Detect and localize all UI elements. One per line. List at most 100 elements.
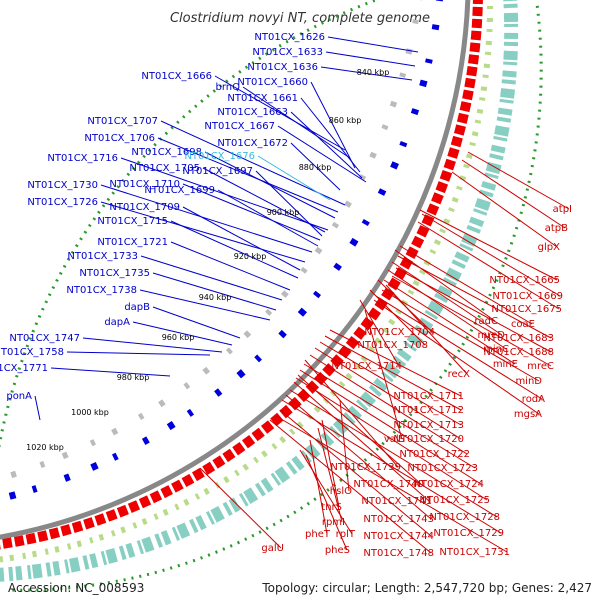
leader-nt01cx-1710 <box>182 183 321 241</box>
reverse-gene-label-vals: valS <box>384 434 405 445</box>
forward-gene-label-nt01cx-1676: NT01CX_1676 <box>184 151 255 162</box>
reverse-gene-label-nt01cx-1675: NT01CX_1675 <box>491 304 562 315</box>
leader-dapb <box>152 306 241 339</box>
leader-nt01cx-1771 <box>50 367 171 377</box>
leader-nt01cx-1728 <box>289 389 498 518</box>
reverse-gene-label-coae: coaE <box>511 319 535 330</box>
reverse-gene-label-nt01cx-1743: NT01CX_1743 <box>363 514 434 525</box>
leader-nt01cx-1714 <box>359 299 400 367</box>
forward-gene-label-nt01cx-1666: NT01CX_1666 <box>141 71 212 82</box>
leader-nt01cx-1665 <box>419 209 558 281</box>
leader-nt01cx-1730 <box>100 184 313 253</box>
leader-thrs <box>321 419 340 508</box>
reverse-gene-label-nt01cx-1688: NT01CX_1688 <box>483 347 554 358</box>
reverse-gene-label-rplt: rplT <box>336 529 356 540</box>
reverse-gene-label-nt01cx-1731: NT01CX_1731 <box>439 547 510 558</box>
forward-gene-label-nt01cx-1706: NT01CX_1706 <box>84 133 155 144</box>
scale-ticks: 840 kbp 860 kbp 880 kbp 900 kbp 920 kbp 940 k… <box>26 68 389 452</box>
leader-nt01cx-1725 <box>295 377 488 501</box>
reverse-gene-label-mine: minE <box>493 359 518 370</box>
tick-label-920-kbp: 920 kbp <box>234 252 267 261</box>
forward-gene-label-nt01cx-1667: NT01CX_1667 <box>204 121 275 132</box>
reverse-gene-label-nt01cx-1728: NT01CX_1728 <box>429 512 500 523</box>
leader-nt01cx-1747 <box>82 337 223 353</box>
leader-nt01cx-1712 <box>324 335 462 411</box>
leader-nt01cx-1741 <box>293 381 430 502</box>
leader-nt01cx-1666 <box>214 75 346 151</box>
leader-nt01cx-1748 <box>269 419 432 554</box>
reverse-gene-label-nt01cx-1665: NT01CX_1665 <box>489 275 560 286</box>
reverse-gene-label-mrec: mreC <box>527 361 554 372</box>
forward-gene-label-nt01cx-1707: NT01CX_1707 <box>87 116 158 127</box>
tick-label-940-kbp: 940 kbp <box>199 293 232 302</box>
forward-gene-label-nt01cx-1747: NT01CX_1747 <box>9 333 80 344</box>
reverse-gene-label-nt01cx-1729: NT01CX_1729 <box>433 528 504 539</box>
genome-backbone <box>0 0 471 540</box>
leader-nt01cx-1660 <box>310 81 356 169</box>
leader-nt01cx-1722 <box>309 354 468 455</box>
reverse-gene-label-nt01cx-1744: NT01CX_1744 <box>363 531 434 542</box>
forward-gene-label-dapb: dapB <box>124 302 150 313</box>
feature-band-cog <box>0 0 519 582</box>
forward-gene-label-dapa: dapA <box>104 317 130 328</box>
tick-label-840-kbp: 840 kbp <box>357 68 390 77</box>
reverse-gene-label-radc: radC <box>474 316 498 327</box>
leader-vals <box>364 309 403 440</box>
leader-nt01cx-1715 <box>170 220 299 279</box>
leader-nt01cx-1697 <box>255 170 323 237</box>
leader-nt01cx-1676 <box>257 155 331 201</box>
map-title: Clostridium novyi NT, complete genome <box>170 11 430 26</box>
tick-label-980-kbp: 980 kbp <box>117 373 150 382</box>
reverse-gene-label-galu: galU <box>261 543 284 554</box>
forward-gene-label-nt01cx-1626: NT01CX_1626 <box>254 32 325 43</box>
reverse-gene-label-nt01cx-1704: NT01CX_1704 <box>364 327 435 338</box>
reverse-gene-label-nt01cx-1669: NT01CX_1669 <box>492 291 563 302</box>
reverse-gene-label-minc: minC <box>483 344 509 355</box>
forward-gene-label-nt01cx-1738: NT01CX_1738 <box>66 285 137 296</box>
reverse-gene-label-nt01cx-1723: NT01CX_1723 <box>407 463 478 474</box>
leader-nt01cx-1735 <box>152 272 277 311</box>
leader-nt01cx-1708 <box>369 289 426 346</box>
forward-gene-label-nt01cx-1716: NT01CX_1716 <box>47 153 118 164</box>
forward-gene-label-nt01cx-1710: NT01CX_1710 <box>109 179 180 190</box>
reverse-gene-label-nt01cx-1741: NT01CX_1741 <box>361 496 432 507</box>
reverse-gene-label-phes: pheS <box>325 545 350 556</box>
reverse-gene-label-roda: rodA <box>522 394 545 405</box>
reverse-gene-label-hslo: hslO <box>330 486 352 497</box>
leader-minc <box>387 269 507 350</box>
reverse-strand-genes <box>0 0 483 550</box>
forward-gene-label-nt01cx-1660: NT01CX_1660 <box>237 77 308 88</box>
leader-radc <box>394 249 496 322</box>
forward-gene-label-nt01cx-1697: NT01CX_1697 <box>182 166 253 177</box>
reverse-gene-label-recx: recX <box>448 369 471 380</box>
tick-label-860-kbp: 860 kbp <box>329 116 362 125</box>
leader-nt01cx-1705 <box>202 167 326 233</box>
reverse-gene-label-nt01cx-1724: NT01CX_1724 <box>413 479 484 490</box>
leader-nt01cx-1661 <box>300 97 361 173</box>
reverse-gene-label-rpmi: rpmI <box>322 517 345 528</box>
reverse-gene-label-phet: pheT <box>305 529 331 540</box>
leader-nt01cx-1709 <box>182 206 301 271</box>
forward-gene-label-nt01cx-1715: NT01CX_1715 <box>97 216 168 227</box>
leader-brnq <box>242 86 351 159</box>
leader-galu <box>199 467 282 549</box>
leader-nt01cx-1743 <box>285 394 432 520</box>
leader-nt01cx-1699 <box>217 189 319 247</box>
reverse-gene-label-nt01cx-1708: NT01CX_1708 <box>357 340 428 351</box>
reverse-gene-label-nt01cx-1712: NT01CX_1712 <box>393 405 464 416</box>
leader-nt01cx-1726 <box>100 201 306 263</box>
tick-label-960-kbp: 960 kbp <box>162 333 195 342</box>
leader-mgsa <box>373 299 540 415</box>
leader-nt01cx-1675 <box>417 221 560 310</box>
forward-gene-label-pona: ponA <box>6 391 32 402</box>
reverse-gene-label-atpi: atpI <box>553 204 572 215</box>
leader-nt01cx-1731 <box>275 415 508 553</box>
reverse-gene-label-thrs: thrS <box>321 502 342 513</box>
forward-strand-genes <box>0 0 443 503</box>
leader-glpx <box>451 171 558 248</box>
leader-nt01cx-1683 <box>397 255 552 339</box>
leader-mrec <box>391 275 552 367</box>
forward-gene-label-nt01cx-1721: NT01CX_1721 <box>97 237 168 248</box>
forward-gene-label-nt01cx-1733: NT01CX_1733 <box>67 251 138 262</box>
